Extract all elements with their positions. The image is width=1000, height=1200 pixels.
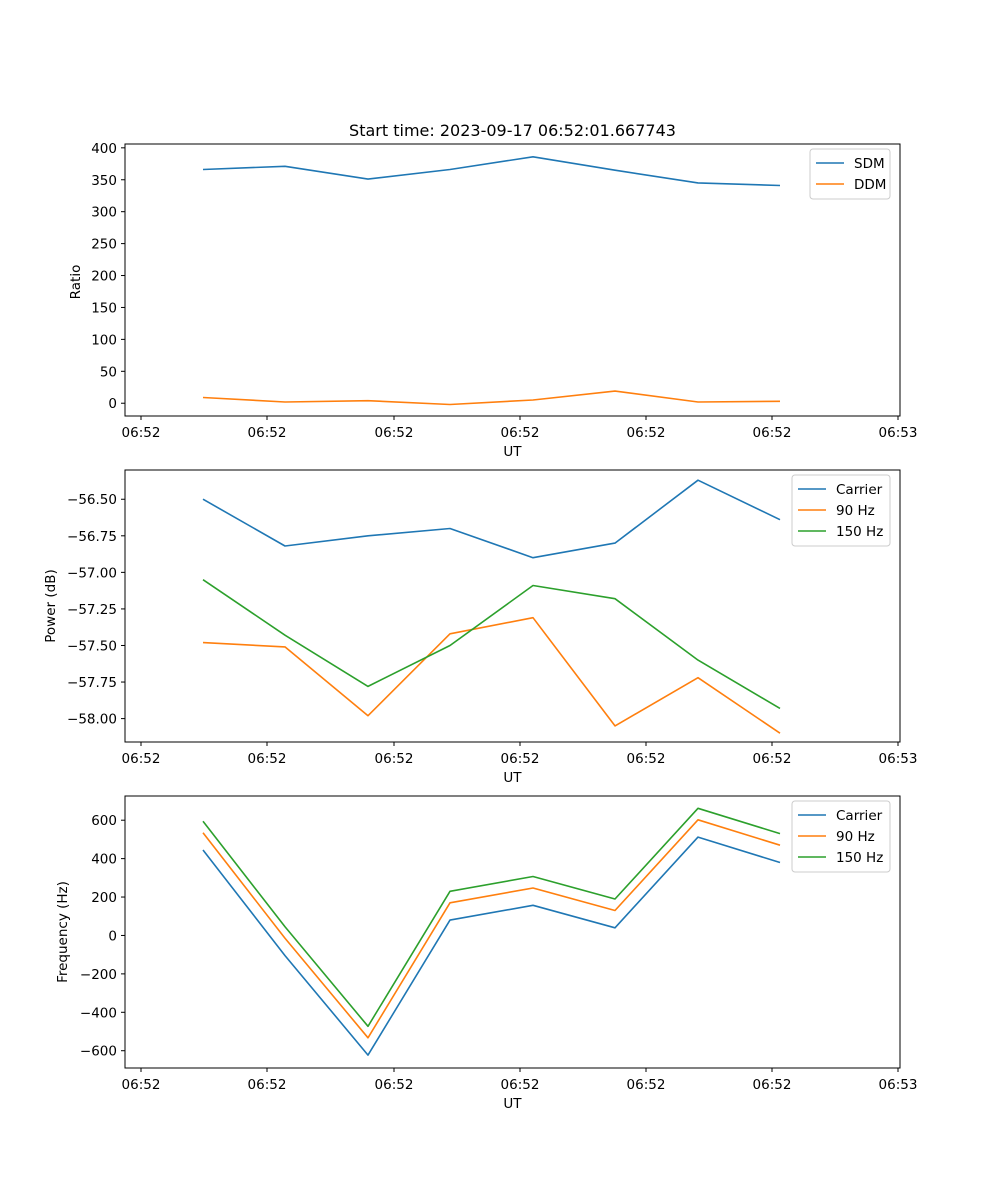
y-tick-label: −57.25: [67, 602, 117, 618]
y-tick-label: 350: [91, 173, 117, 189]
legend-label: 150 Hz: [836, 850, 883, 866]
y-tick-label: 100: [91, 332, 117, 348]
y-tick-label: −56.75: [67, 529, 117, 545]
y-tick-label: −600: [80, 1044, 117, 1060]
plot-frame: [124, 469, 901, 743]
frequency-panel: 06:52 06:52 06:52 06:52 06:52 06:52 06:53 −600…: [55, 795, 918, 1112]
x-axis-label: UT: [503, 770, 522, 786]
x-tick-label: 06:52: [501, 751, 540, 767]
y-tick-label: −57.75: [67, 675, 117, 691]
y-tick-label: −57.50: [67, 638, 117, 654]
x-tick-label: 06:52: [122, 425, 161, 441]
legend-label: Carrier: [836, 808, 883, 824]
y-tick-label: 0: [108, 396, 117, 412]
series-line-150-hz: [202, 807, 781, 1028]
y-tick-label: −200: [80, 967, 117, 983]
y-tick-label: 400: [91, 141, 117, 157]
series-line-90-hz: [202, 616, 781, 734]
y-tick-label: −57.00: [67, 565, 117, 581]
plot-frame: [124, 143, 901, 417]
plot-frame: [124, 795, 901, 1069]
x-tick-label: 06:52: [501, 425, 540, 441]
legend-box: [791, 800, 891, 873]
x-tick-label: 06:52: [375, 1077, 414, 1093]
series-line-sdm: [202, 156, 781, 187]
y-tick-label: −58.00: [67, 712, 117, 728]
x-tick-label: 06:52: [627, 1077, 666, 1093]
y-tick-label: −56.50: [67, 492, 117, 508]
series-line-carrier: [202, 836, 781, 1056]
x-tick-label: 06:52: [501, 1077, 540, 1093]
chart-title: Start time: 2023-09-17 06:52:01.667743: [349, 121, 676, 140]
x-tick-label: 06:52: [753, 1077, 792, 1093]
legend-label: 90 Hz: [836, 829, 875, 845]
legend-label: SDM: [854, 156, 885, 172]
y-axis-label: Ratio: [68, 265, 84, 300]
x-tick-label: 06:52: [248, 425, 287, 441]
legend: Carrier 90 Hz 150 Hz: [791, 474, 891, 547]
x-tick-label: 06:52: [753, 751, 792, 767]
x-axis-label: UT: [503, 444, 522, 460]
x-tick-label: 06:52: [248, 1077, 287, 1093]
y-axis-label: Frequency (Hz): [55, 881, 71, 983]
legend-label: Carrier: [836, 482, 883, 498]
x-tick-label: 06:52: [375, 425, 414, 441]
x-tick-label: 06:52: [122, 1077, 161, 1093]
x-tick-label: 06:53: [879, 751, 918, 767]
series-line-90-hz: [202, 818, 781, 1039]
x-tick-label: 06:52: [248, 751, 287, 767]
x-tick-label: 06:52: [753, 425, 792, 441]
x-tick-label: 06:52: [375, 751, 414, 767]
legend-label: DDM: [854, 177, 886, 193]
series-line-150-hz: [202, 579, 781, 710]
x-tick-label: 06:52: [122, 751, 161, 767]
legend-box: [791, 474, 891, 547]
x-tick-label: 06:53: [879, 1077, 918, 1093]
x-tick-label: 06:53: [879, 425, 918, 441]
y-tick-label: 200: [91, 269, 117, 285]
x-tick-label: 06:52: [627, 751, 666, 767]
y-tick-label: 0: [108, 928, 117, 944]
y-tick-label: 150: [91, 300, 117, 316]
y-axis-label: Power (dB): [43, 569, 59, 642]
power-panel: 06:52 06:52 06:52 06:52 06:52 06:52 06:53 −58.…: [43, 469, 918, 786]
legend-label: 90 Hz: [836, 503, 875, 519]
legend: Carrier 90 Hz 150 Hz: [791, 800, 891, 873]
y-tick-label: 300: [91, 205, 117, 221]
x-tick-label: 06:52: [627, 425, 666, 441]
y-tick-label: 200: [91, 890, 117, 906]
y-tick-label: 250: [91, 237, 117, 253]
legend: SDM DDM: [809, 148, 891, 200]
ratio-panel: Start time: 2023-09-17 06:52:01.667743 0…: [68, 121, 917, 460]
y-tick-label: 50: [100, 364, 117, 380]
y-tick-label: −400: [80, 1005, 117, 1021]
y-tick-label: 600: [91, 813, 117, 829]
legend-label: 150 Hz: [836, 524, 883, 540]
legend-box: [809, 148, 891, 200]
x-axis-label: UT: [503, 1096, 522, 1112]
y-tick-label: 400: [91, 852, 117, 868]
series-line-carrier: [202, 479, 781, 559]
series-line-ddm: [202, 390, 781, 406]
